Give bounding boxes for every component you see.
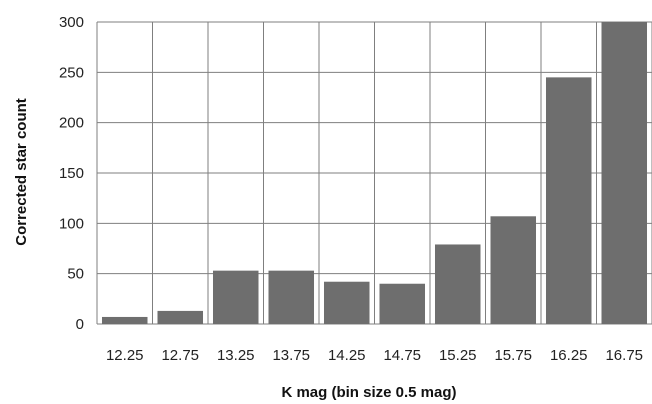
y-tick-label: 200 xyxy=(59,115,84,132)
bar xyxy=(157,310,204,324)
y-tick-label: 0 xyxy=(76,316,84,333)
x-tick-label: 12.75 xyxy=(161,347,199,364)
y-tick-label: 300 xyxy=(59,14,84,31)
bar xyxy=(101,316,148,324)
x-axis-ticks: 12.25 12.75 13.25 13.75 14.25 14.75 15.25 15.75… xyxy=(106,347,643,364)
x-tick-label: 14.25 xyxy=(328,347,366,364)
x-tick-label: 13.25 xyxy=(217,347,255,364)
bar xyxy=(490,216,537,324)
x-tick-label: 15.75 xyxy=(494,347,532,364)
x-tick-label: 14.75 xyxy=(383,347,421,364)
y-tick-label: 100 xyxy=(59,215,84,232)
x-tick-label: 15.25 xyxy=(439,347,477,364)
y-tick-label: 150 xyxy=(59,165,84,182)
x-tick-label: 16.75 xyxy=(605,347,643,364)
bar xyxy=(212,270,259,324)
y-tick-label: 50 xyxy=(67,266,84,283)
bar xyxy=(545,77,592,324)
grid xyxy=(96,21,652,325)
y-axis-ticks: 0 50 100 150 200 250 300 xyxy=(59,14,84,333)
x-axis-title: K mag (bin size 0.5 mag) xyxy=(281,384,456,401)
x-tick-label: 13.75 xyxy=(272,347,310,364)
x-tick-label: 16.25 xyxy=(550,347,588,364)
bar xyxy=(601,22,648,324)
y-axis-title: Corrected star count xyxy=(13,98,30,246)
bar xyxy=(268,270,315,324)
bars xyxy=(101,22,648,324)
x-tick-label: 12.25 xyxy=(106,347,144,364)
y-tick-label: 250 xyxy=(59,64,84,81)
bar xyxy=(379,283,426,324)
bar xyxy=(323,281,370,324)
bar xyxy=(434,244,481,324)
